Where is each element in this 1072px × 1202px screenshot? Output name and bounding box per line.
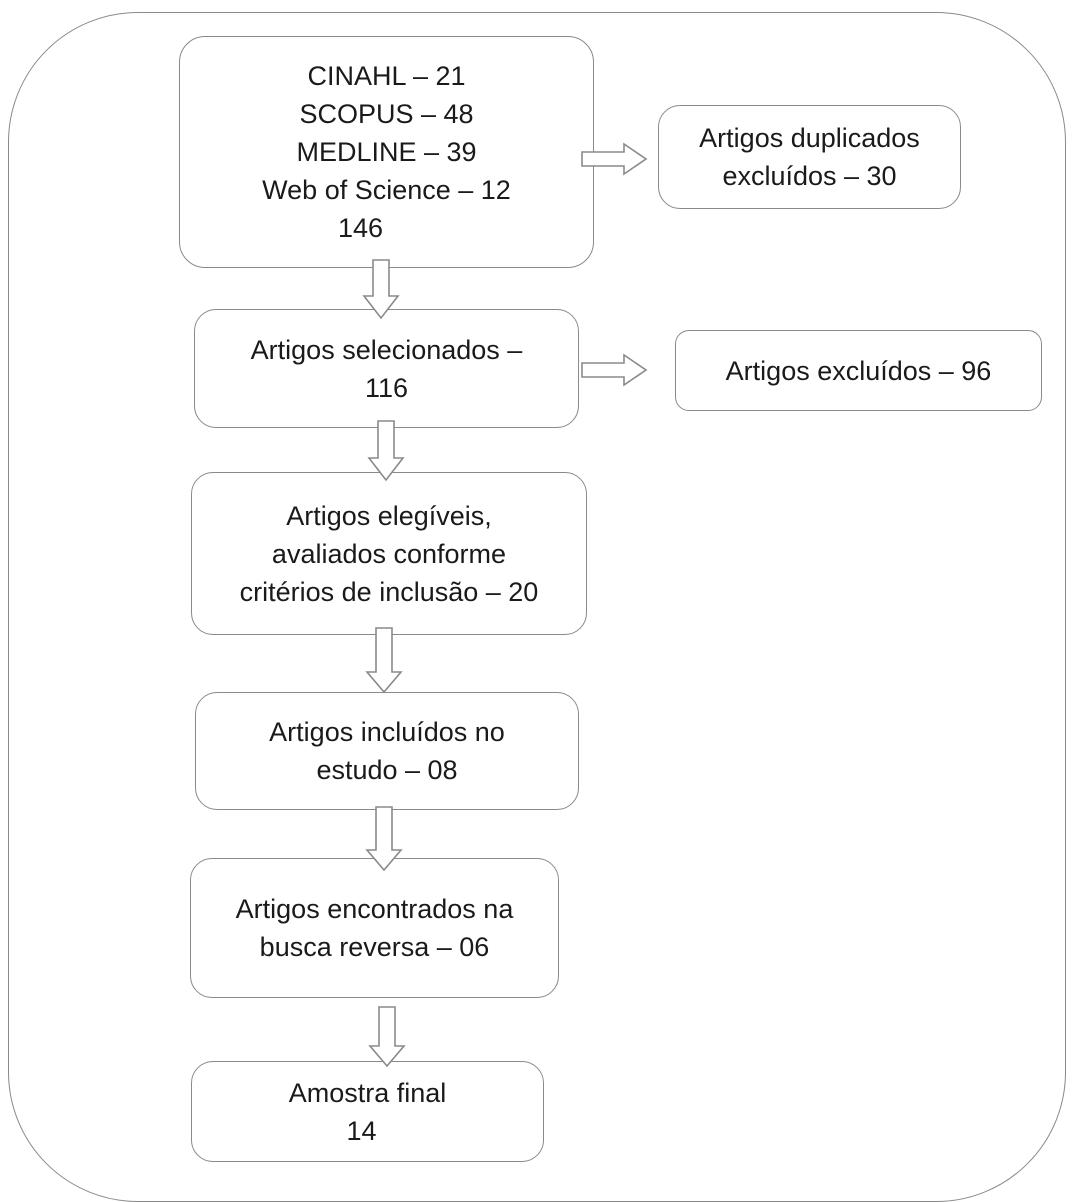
final-sample-line-1: Amostra final	[288, 1077, 447, 1108]
duplicates-line-2: excluídos – 30	[722, 161, 897, 191]
final-sample-line-2: 14	[346, 1115, 377, 1146]
source-web-of-science: Web of Science – 12	[262, 175, 511, 205]
eligible-line-1: Artigos elegíveis,	[286, 500, 492, 531]
selected-box: Artigos selecionados – 116	[194, 309, 579, 428]
eligible-line-3: critérios de inclusão – 20	[239, 576, 539, 607]
included-line-1: Artigos incluídos no	[269, 717, 505, 747]
reverse-search-line-1: Artigos encontrados na	[235, 894, 514, 924]
duplicates-line-1: Artigos duplicados	[699, 123, 920, 153]
sources-total: 146	[337, 213, 384, 243]
included-line-2: estudo – 08	[316, 755, 458, 785]
source-medline: MEDLINE – 39	[296, 137, 477, 167]
source-cinahl: CINAHL – 21	[307, 61, 466, 91]
reverse-search-box: Artigos encontrados na busca reversa – 0…	[190, 858, 559, 998]
excluded-line-1: Artigos excluídos – 96	[725, 355, 992, 386]
sources-box: CINAHL – 21 SCOPUS – 48 MEDLINE – 39 Web…	[179, 36, 594, 268]
eligible-line-2: avaliados conforme	[271, 538, 507, 569]
reverse-search-line-2: busca reversa – 06	[259, 932, 490, 962]
selected-line-1: Artigos selecionados –	[250, 334, 523, 365]
selected-line-2: 116	[364, 372, 409, 403]
excluded-box: Artigos excluídos – 96	[675, 330, 1042, 411]
duplicates-box: Artigos duplicados excluídos – 30	[658, 105, 961, 209]
source-scopus: SCOPUS – 48	[299, 99, 474, 129]
final-sample-box: Amostra final 14	[191, 1061, 544, 1162]
included-box: Artigos incluídos no estudo – 08	[195, 692, 579, 810]
eligible-box: Artigos elegíveis, avaliados conforme cr…	[191, 472, 587, 635]
